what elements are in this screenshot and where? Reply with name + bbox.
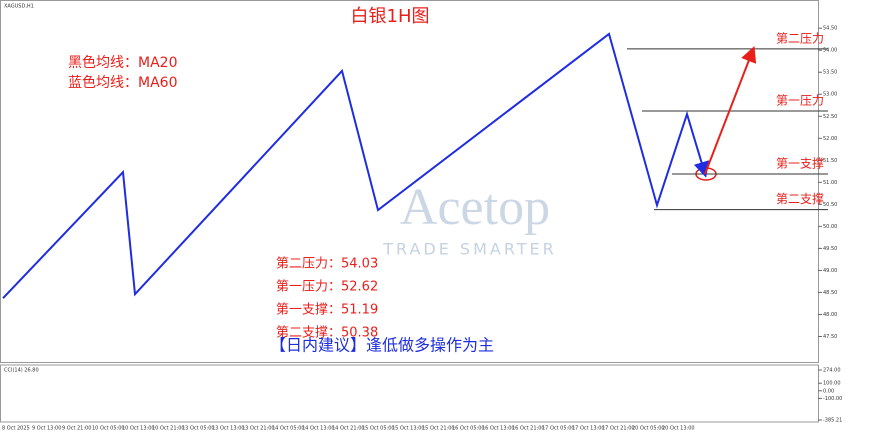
cci-tick-label: 0.00 (823, 388, 834, 394)
x-tick-label: 13 Oct 21:00 (242, 426, 275, 432)
level-note: 第二压力：54.03 (276, 257, 378, 272)
x-tick-label: 9 Oct 21:00 (62, 426, 91, 432)
level-label: 第二支撑 (776, 191, 824, 206)
x-tick-label: 14 Oct 05:00 (272, 426, 305, 432)
y-tick-label: 51.50 (823, 158, 837, 164)
cci-tick-label: 100.00 (823, 381, 841, 387)
watermark: TRADE SMARTER (382, 240, 557, 259)
legend-text: 黑色均线：MA20 (68, 54, 177, 71)
watermark: Acetop (400, 179, 550, 236)
x-tick-label: 20 Oct 05:00 (632, 426, 665, 432)
cci-frame (0, 364, 819, 423)
x-tick-label: 16 Oct 13:00 (482, 426, 515, 432)
x-tick-label: 14 Oct 21:00 (332, 426, 365, 432)
x-tick-label: 17 Oct 05:00 (542, 426, 575, 432)
x-tick-label: 10 Oct 13:00 (122, 426, 155, 432)
x-tick-label: 17 Oct 21:00 (602, 426, 635, 432)
level-note: 第二支撑：50.38 (276, 326, 378, 341)
x-tick-label: 9 Oct 13:00 (32, 426, 61, 432)
y-tick-label: 48.50 (823, 290, 837, 296)
cci-label: CCI(14) 26.80 (4, 368, 39, 374)
x-tick-label: 16 Oct 05:00 (452, 426, 485, 432)
y-tick-label: 53.00 (823, 92, 837, 98)
level-note: 第一支撑：51.19 (276, 303, 378, 318)
y-tick-label: 52.00 (823, 136, 837, 142)
y-tick-label: 49.50 (823, 246, 837, 252)
y-tick-label: 53.50 (823, 70, 837, 76)
y-tick-label: 50.50 (823, 202, 837, 208)
zigzag (704, 46, 757, 175)
level-label: 第一支撑 (776, 155, 824, 170)
cci-tick-label: -100.00 (823, 396, 842, 402)
level-label: 第二压力 (776, 31, 824, 45)
y-tick-label: 52.50 (823, 114, 837, 120)
cci-tick-label: 274.00 (823, 368, 841, 374)
x-tick-label: 13 Oct 13:00 (212, 426, 245, 432)
x-tick-label: 10 Oct 05:00 (92, 426, 125, 432)
cci-tick-label: -385.21 (823, 418, 842, 424)
main-frame (0, 0, 819, 363)
y-tick-label: 54.00 (823, 48, 837, 54)
x-tick-label: 15 Oct 13:00 (392, 426, 425, 432)
y-tick-label: 51.00 (823, 180, 837, 186)
advice: 【日内建议】逢低做多操作为主 (270, 336, 494, 355)
y-tick-label: 50.00 (823, 224, 837, 230)
x-tick-label: 15 Oct 21:00 (422, 426, 455, 432)
x-tick-label: 13 Oct 05:00 (182, 426, 215, 432)
chart-title: 白银1H图 (351, 6, 430, 27)
x-tick-label: 15 Oct 05:00 (362, 426, 395, 432)
symbol: XAGUSD,H1 (4, 4, 34, 10)
y-tick-label: 49.00 (823, 268, 837, 274)
x-tick-label: 8 Oct 2025 (2, 426, 30, 432)
x-tick-label: 20 Oct 13:00 (662, 426, 695, 432)
level-label: 第一压力 (776, 93, 824, 107)
x-tick-label: 14 Oct 13:00 (302, 426, 335, 432)
x-tick-label: 10 Oct 21:00 (152, 426, 185, 432)
zigzag (2, 32, 710, 299)
level-note: 第一压力：52.62 (276, 280, 378, 295)
y-tick-label: 48.00 (823, 312, 837, 318)
x-tick-label: 17 Oct 13:00 (572, 426, 605, 432)
x-tick-label: 16 Oct 21:00 (512, 426, 545, 432)
y-tick-label: 54.50 (823, 26, 837, 32)
y-tick-label: 47.50 (823, 334, 837, 340)
legend-text: 蓝色均线：MA60 (68, 74, 177, 91)
